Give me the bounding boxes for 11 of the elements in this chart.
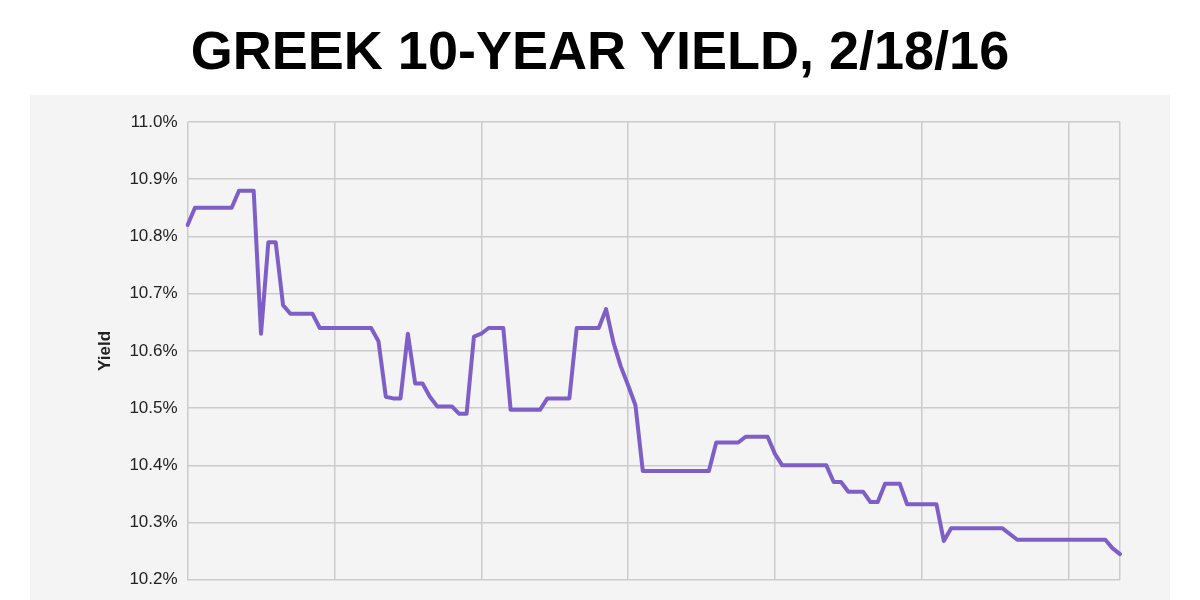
chart-title: GREEK 10-YEAR YIELD, 2/18/16 <box>189 19 1011 82</box>
y-axis-title: Yield <box>94 330 114 371</box>
y-tick-label: 10.9% <box>129 168 178 188</box>
y-tick-label: 11.0% <box>130 111 178 131</box>
y-tick-label: 10.5% <box>129 397 178 417</box>
y-tick-label: 10.4% <box>129 455 178 475</box>
y-tick-label: 10.6% <box>129 340 178 360</box>
y-tick-label: 10.2% <box>129 569 178 589</box>
y-tick-label: 10.8% <box>129 226 178 246</box>
y-tick-label: 10.7% <box>129 283 178 303</box>
y-tick-label: 10.3% <box>129 512 178 532</box>
